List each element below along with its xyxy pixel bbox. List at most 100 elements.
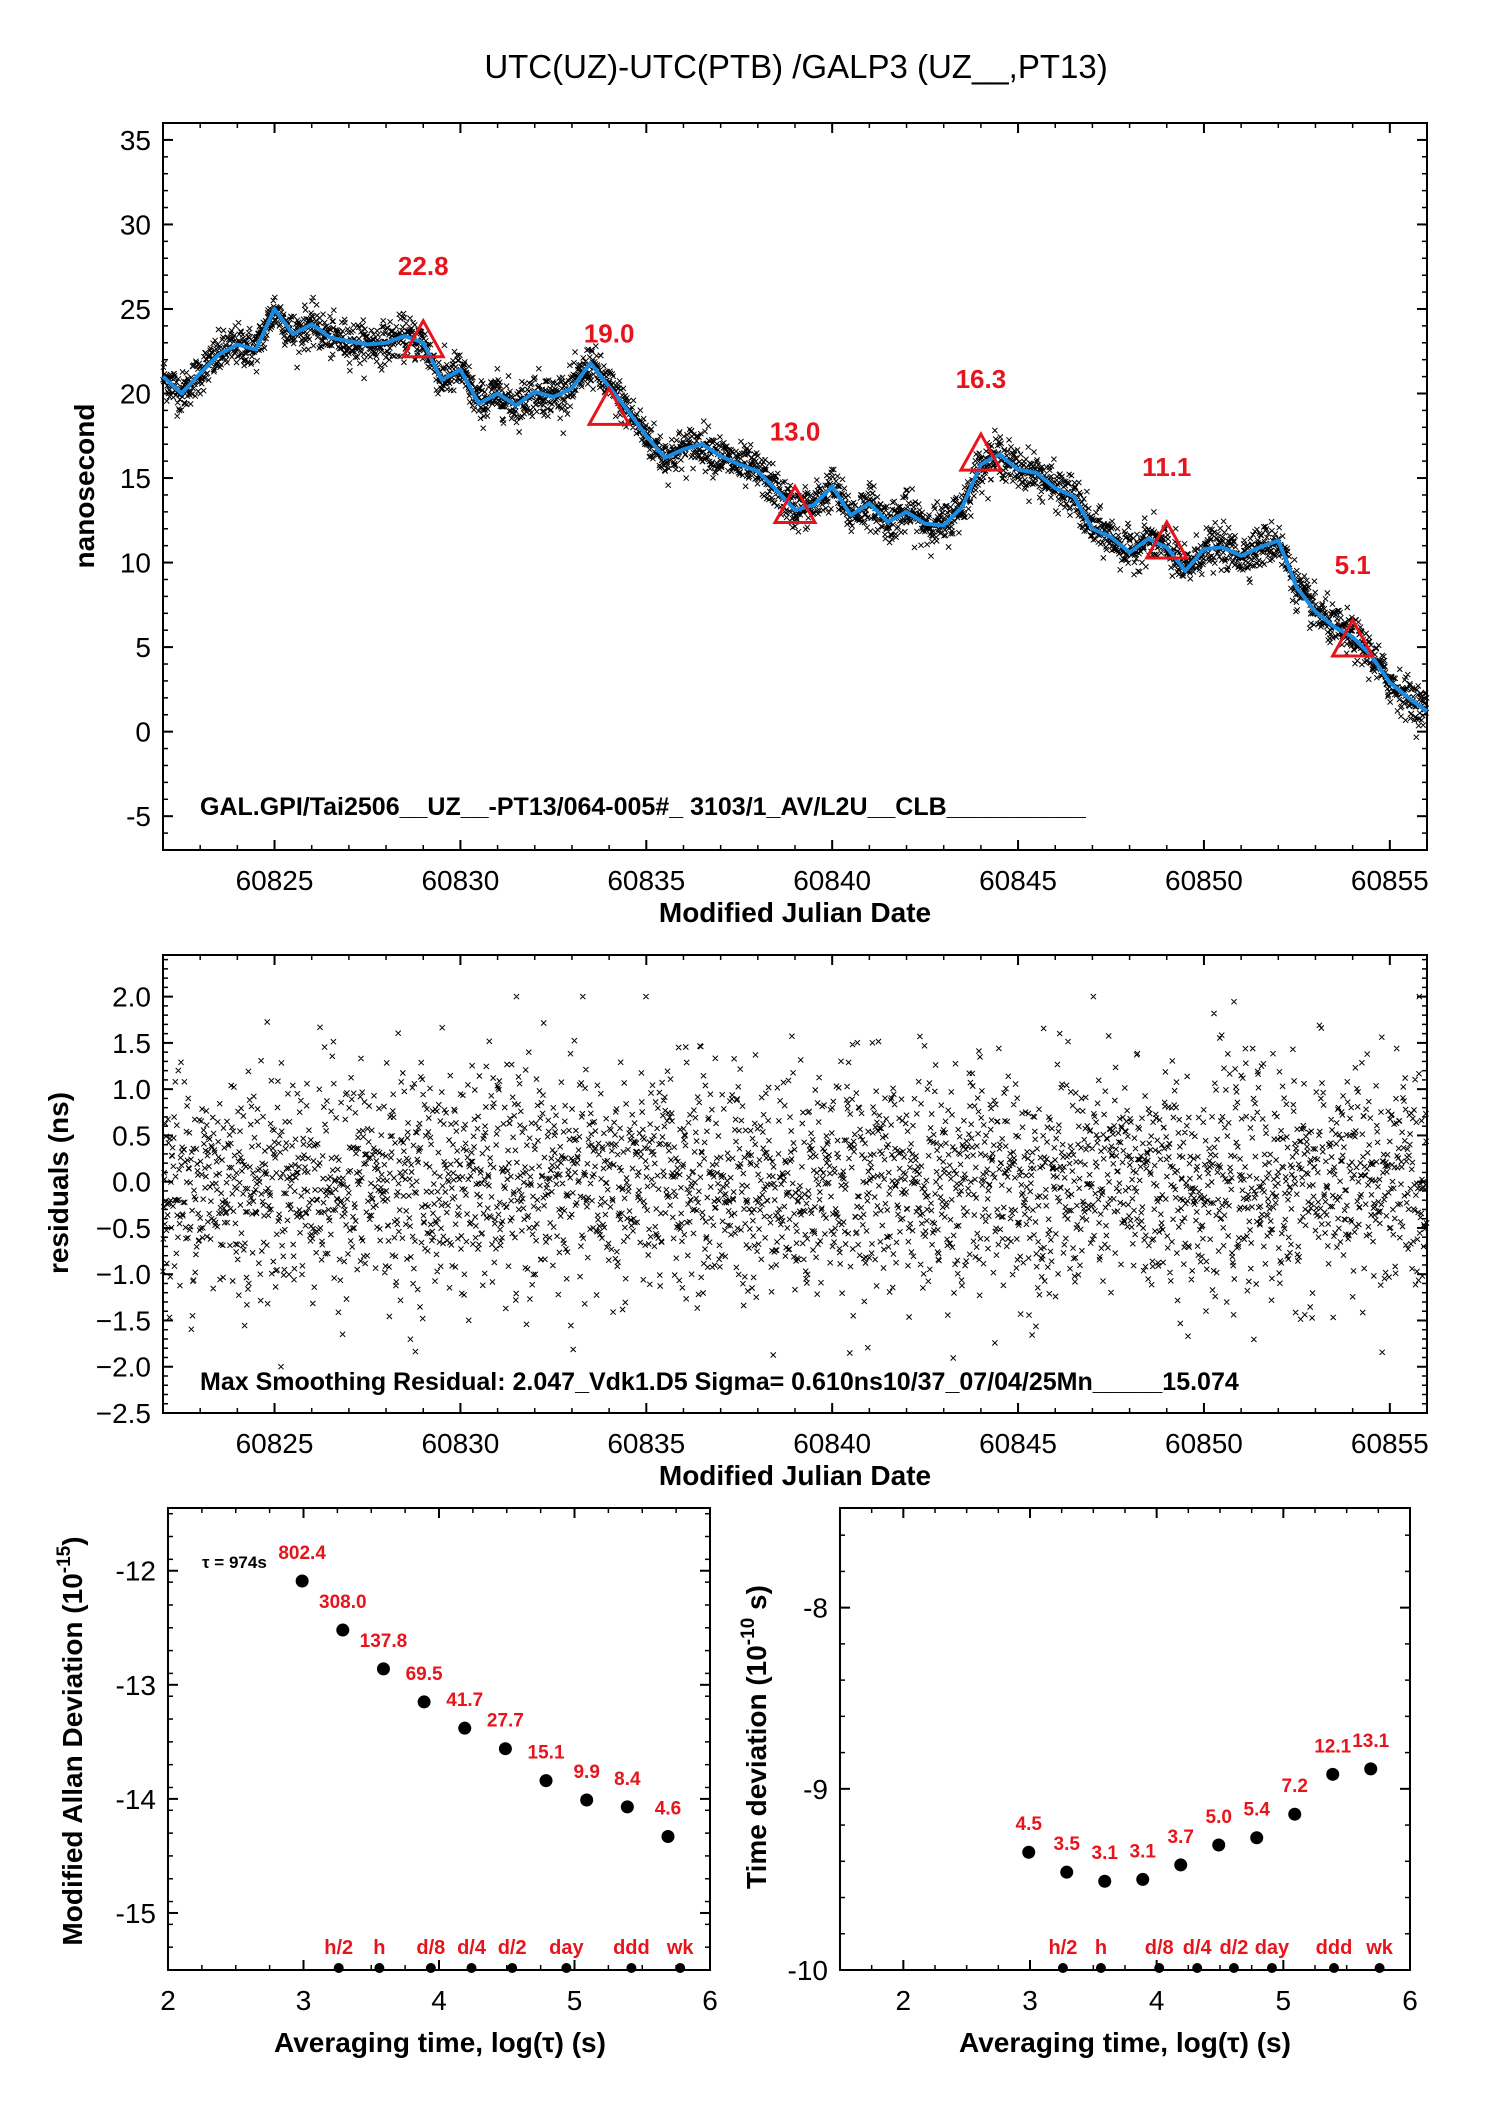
y-tick-label: 5 — [135, 632, 151, 663]
y-tick-label: -12 — [116, 1556, 156, 1587]
bottom-marker-dot — [1154, 1963, 1165, 1973]
x-axis-label: Modified Julian Date — [659, 1460, 931, 1491]
axis-ticks: 60825 60830 60835 60840 60845 60850 60855 -5 0 5 1… — [120, 122, 1429, 896]
plot-frame — [162, 954, 1428, 1414]
y-tick-label: -5 — [126, 801, 151, 832]
interval-label: h/2 — [1048, 1937, 1077, 1959]
y-axis-label-exponent: -15 — [54, 1545, 75, 1573]
deviation-point — [1098, 1874, 1112, 1888]
marker-value-label: 16.3 — [956, 364, 1007, 394]
bottom-marker-dot — [1374, 1963, 1385, 1973]
info-annotation: Max Smoothing Residual: 2.047_Vdk1.D5 Si… — [200, 1368, 1239, 1396]
y-axis-label: residuals (ns) — [43, 1092, 74, 1274]
y-tick-label: 15 — [120, 463, 151, 494]
interval-label: wk — [666, 1937, 695, 1959]
point-value-label: 3.1 — [1092, 1843, 1119, 1864]
x-tick-label: 60835 — [607, 865, 685, 896]
y-tick-label: -8 — [803, 1593, 828, 1624]
deviation-point — [1174, 1858, 1188, 1872]
y-tick-label: 2.0 — [112, 982, 151, 1013]
x-tick-label: 60850 — [1165, 1428, 1243, 1459]
smoothed-series-line — [161, 307, 1429, 714]
deviation-point — [1212, 1838, 1226, 1852]
y-axis-label: nanosecond — [69, 404, 100, 569]
marker-value-label: 5.1 — [1335, 550, 1371, 580]
y-axis-label-close: ) — [57, 1536, 88, 1545]
marker-value-label: 22.8 — [398, 251, 449, 281]
bottom-marker-dot — [466, 1963, 477, 1973]
marker-value-label: 19.0 — [584, 318, 635, 348]
triangle-marker — [586, 385, 632, 426]
axis-ticks: 2 3 4 5 6 -15 -14 -13 -12 — [116, 1508, 718, 2016]
x-tick-label: 4 — [1149, 1985, 1165, 2016]
plot-frame — [167, 1507, 711, 1971]
y-tick-label: −1.0 — [96, 1259, 151, 1290]
x-tick-label: 6 — [1402, 1985, 1418, 2016]
mdev-panel: 2 3 4 5 6 -15 -14 -13 -12 802.4 308.0 137.8 69.541.… — [54, 1507, 718, 2058]
interval-label: d/2 — [1219, 1937, 1248, 1959]
y-axis-label-close: s) — [741, 1585, 772, 1618]
y-axis-label-main: Time deviation (10 — [741, 1645, 772, 1889]
bottom-marker-dot — [1192, 1963, 1203, 1973]
y-axis-label: Modified Allan Deviation (10-15) — [54, 1536, 88, 1945]
x-tick-label: 60855 — [1351, 865, 1429, 896]
point-value-label: 308.0 — [319, 1592, 367, 1613]
bottom-marker-dot — [374, 1963, 385, 1973]
x-tick-label: 60850 — [1165, 865, 1243, 896]
axis-ticks: 60825 60830 60835 60840 60845 60850 60855 −2.5 −… — [96, 955, 1429, 1459]
y-tick-label: 25 — [120, 294, 151, 325]
y-tick-label: -13 — [116, 1670, 156, 1701]
point-value-label: 9.9 — [573, 1762, 599, 1783]
deviation-point — [620, 1800, 634, 1814]
triangle-marker — [958, 430, 1004, 472]
main-timeseries-panel: 60825 60830 60835 60840 60845 60850 60855 -5 0 5 1… — [69, 122, 1430, 928]
y-tick-label: 10 — [120, 548, 151, 579]
x-tick-label: 60840 — [793, 1428, 871, 1459]
y-tick-label: −2.0 — [96, 1352, 151, 1383]
bottom-marker-dot — [333, 1963, 344, 1973]
bottom-marker-dot — [675, 1963, 686, 1973]
deviation-point — [458, 1721, 472, 1735]
data-points — [160, 294, 1430, 741]
marker-value-label: 13.0 — [770, 416, 821, 446]
triangle-marker — [400, 317, 446, 359]
y-tick-label: 0 — [135, 717, 151, 748]
x-axis-label: Modified Julian Date — [659, 897, 931, 928]
y-tick-label: −1.5 — [96, 1305, 151, 1336]
interval-label: day — [1255, 1937, 1290, 1959]
tdev-panel: 2 3 4 5 6 -10 -9 -8 4.5 3.5 3.1 3.1 3.7 5.0 5.4 7.2 12.… — [738, 1507, 1418, 2058]
tau-annotation: τ = 974s — [202, 1553, 267, 1572]
deviation-point — [1060, 1865, 1074, 1879]
interval-label: d/8 — [416, 1937, 445, 1959]
x-tick-label: 60855 — [1351, 1428, 1429, 1459]
deviation-point — [498, 1742, 512, 1756]
deviation-point — [336, 1623, 350, 1637]
x-tick-label: 6 — [702, 1985, 718, 2016]
interval-label: h — [373, 1937, 385, 1959]
point-value-label: 4.5 — [1016, 1814, 1043, 1835]
point-value-label: 7.2 — [1282, 1776, 1308, 1797]
x-tick-label: 60830 — [421, 1428, 499, 1459]
bottom-marker-dot — [1329, 1963, 1339, 1973]
x-tick-label: 5 — [567, 1985, 583, 2016]
deviation-point — [1136, 1872, 1150, 1886]
y-tick-label: 0.0 — [112, 1167, 151, 1198]
x-tick-label: 60825 — [236, 1428, 314, 1459]
triangle-markers: 22.8 19.0 13.0 16.3 11.1 5.1 — [398, 251, 1376, 658]
y-axis-label-exponent: -10 — [738, 1618, 759, 1645]
point-value-label: 5.0 — [1206, 1807, 1232, 1828]
x-tick-label: 60825 — [236, 865, 314, 896]
marker-value-label: 11.1 — [1142, 452, 1191, 482]
point-value-label: 3.1 — [1130, 1841, 1157, 1862]
y-axis-label: Time deviation (10-10 s) — [738, 1585, 772, 1889]
x-tick-label: 60840 — [793, 865, 871, 896]
triangle-marker — [772, 483, 818, 524]
chart-title: UTC(UZ)-UTC(PTB) /GALP3 (UZ__,PT13) — [484, 48, 1107, 85]
interval-label: day — [549, 1937, 584, 1959]
y-tick-label: 1.0 — [112, 1074, 151, 1105]
mdev-points: 802.4 308.0 137.8 69.541.727.715.1 9.9 8.4 4.6… — [278, 1543, 694, 1973]
point-value-label: 4.6 — [655, 1799, 681, 1820]
interval-label: ddd — [613, 1937, 650, 1959]
triangle-marker — [1144, 518, 1190, 560]
